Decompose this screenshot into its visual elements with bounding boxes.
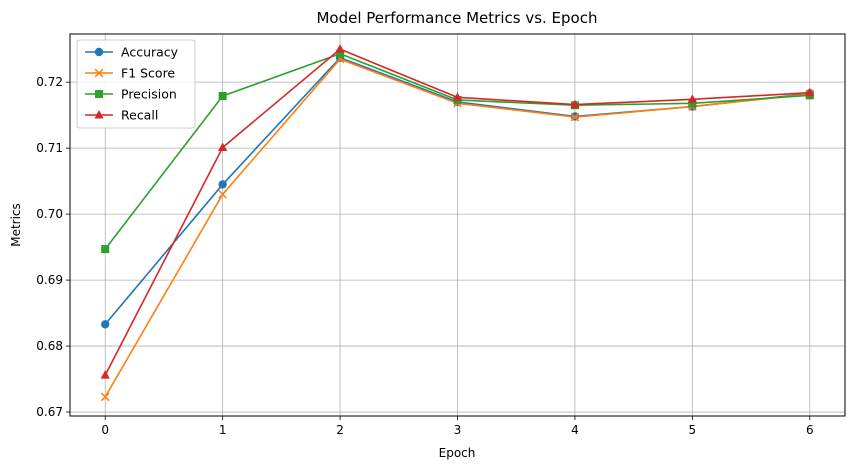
y-tick-label: 0.72	[36, 75, 63, 89]
y-axis-ticks: 0.67 0.68 0.69 0.70 0.71 0.72	[36, 75, 70, 419]
legend-marker-f1-score-stroke	[94, 68, 104, 78]
y-tick-label: 0.71	[36, 141, 63, 155]
y-tick-label: 0.70	[36, 207, 63, 221]
legend-item-precision: Precision	[85, 87, 177, 102]
data-point-f1-score-stroke	[100, 392, 110, 402]
x-axis-label: Epoch	[439, 446, 476, 460]
data-point-f1-score	[218, 189, 227, 199]
x-tick-label: 0	[101, 423, 109, 437]
chart-title: Model Performance Metrics vs. Epoch	[316, 9, 597, 27]
data-point-recall	[218, 142, 228, 151]
legend-item-recall: Recall	[85, 108, 158, 123]
legend-marker-f1-score	[94, 68, 104, 78]
data-point-recall	[335, 44, 345, 53]
data-point-recall	[570, 99, 580, 109]
legend-marker-recall	[94, 110, 104, 119]
series-layer	[100, 44, 815, 402]
legend-marker-accuracy	[94, 47, 104, 57]
legend-marker-precision	[95, 90, 103, 98]
grid-lines	[70, 34, 845, 416]
data-point-f1-score-stroke	[218, 189, 227, 199]
legend-box	[76, 39, 196, 129]
y-tick-label: 0.67	[36, 405, 63, 419]
data-point-recall	[100, 370, 110, 379]
data-point-f1-score	[570, 112, 580, 122]
legend-label-accuracy: Accuracy	[121, 45, 179, 60]
legend-item-f1-score: F1 Score	[85, 66, 175, 81]
x-tick-label: 4	[571, 423, 579, 437]
data-point-precision	[101, 245, 110, 254]
data-point-accuracy	[218, 180, 227, 189]
y-tick-label: 0.68	[36, 339, 63, 353]
data-point-recall	[805, 87, 815, 97]
legend-label-f1-score: F1 Score	[121, 66, 175, 81]
legend-label-precision: Precision	[121, 87, 177, 102]
y-axis-label: Metrics	[9, 203, 23, 247]
data-point-accuracy	[101, 320, 110, 329]
data-point-f1-score	[100, 392, 110, 402]
series-recall	[100, 44, 815, 379]
data-point-f1-score-stroke	[570, 112, 580, 122]
data-point-precision	[336, 49, 345, 58]
x-tick-label: 6	[806, 423, 814, 437]
data-point-precision	[218, 92, 227, 101]
data-point-recall	[452, 92, 463, 101]
x-tick-label: 1	[219, 423, 227, 437]
legend: Accuracy F1 Score Precision Recall	[76, 39, 196, 129]
x-tick-label: 3	[454, 423, 462, 437]
legend-label-recall: Recall	[121, 108, 158, 123]
x-tick-label: 5	[689, 423, 697, 437]
y-tick-label: 0.69	[36, 273, 63, 287]
legend-item-accuracy: Accuracy	[85, 45, 179, 60]
x-tick-label: 2	[336, 423, 344, 437]
data-point-precision	[688, 99, 697, 108]
data-point-recall	[687, 94, 697, 103]
x-axis-ticks: 0 1 2 3 4 5 6	[101, 416, 814, 437]
